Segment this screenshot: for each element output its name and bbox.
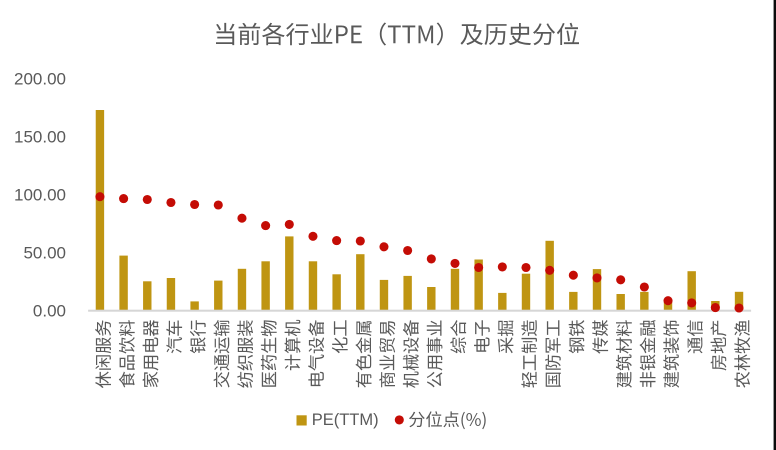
svg-text:0.00: 0.00	[33, 302, 66, 321]
svg-text:50.00: 50.00	[23, 244, 66, 263]
svg-text:PE(TTM): PE(TTM)	[312, 411, 379, 429]
svg-text:150.00: 150.00	[14, 128, 66, 147]
svg-text:100.00: 100.00	[14, 186, 66, 205]
svg-text:200.00: 200.00	[14, 70, 66, 89]
